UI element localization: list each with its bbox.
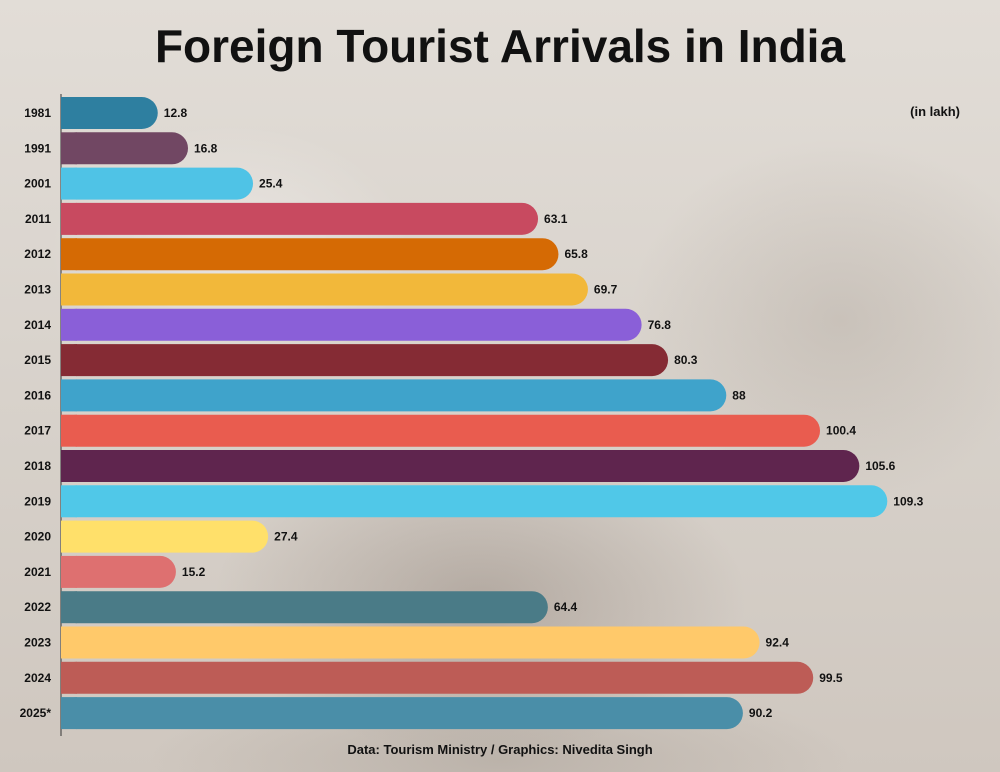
value-label: 12.8 xyxy=(164,106,188,120)
category-label: 2023 xyxy=(24,636,51,650)
bar-2021 xyxy=(61,555,176,588)
value-label: 100.4 xyxy=(826,424,856,438)
value-label: 65.8 xyxy=(564,247,588,261)
bar-base-2012 xyxy=(61,238,77,271)
value-label: 63.1 xyxy=(544,212,568,226)
source-credit: Data: Tourism Ministry / Graphics: Nived… xyxy=(347,742,653,757)
bar-base-2013 xyxy=(61,273,77,306)
category-label: 2024 xyxy=(24,671,51,685)
value-label: 69.7 xyxy=(594,283,618,297)
category-label: 2001 xyxy=(24,177,51,191)
value-label: 88 xyxy=(732,388,746,402)
bar-base-2011 xyxy=(61,202,77,235)
category-label: 2011 xyxy=(25,212,51,226)
bar-base-1981 xyxy=(61,97,77,129)
bar-base-2019 xyxy=(61,485,77,518)
category-label: 2012 xyxy=(24,247,51,261)
value-label: 105.6 xyxy=(865,459,895,473)
category-label: 2016 xyxy=(24,388,51,402)
bar-base-2001 xyxy=(61,167,77,200)
bar-base-2016 xyxy=(61,379,77,412)
category-label: 2022 xyxy=(24,600,51,614)
value-label: 25.4 xyxy=(259,177,283,191)
bar-base-2022 xyxy=(61,591,77,624)
bar-1981 xyxy=(61,97,158,129)
bar-2019 xyxy=(61,485,888,518)
bar-2014 xyxy=(61,308,642,341)
bar-base-2015 xyxy=(61,344,77,377)
bar-2017 xyxy=(61,414,821,447)
bar-base-2017 xyxy=(61,414,77,447)
value-label: 15.2 xyxy=(182,565,206,579)
bar-2020 xyxy=(61,520,269,553)
category-label: 2025* xyxy=(20,706,52,720)
bar-2001 xyxy=(61,167,254,200)
bar-2012 xyxy=(61,238,559,271)
value-label: 109.3 xyxy=(893,494,923,508)
bar-2011 xyxy=(61,202,539,235)
value-label: 64.4 xyxy=(554,600,578,614)
bar-2015 xyxy=(61,344,669,377)
bar-base-2024 xyxy=(61,661,77,694)
category-label: 2017 xyxy=(24,424,51,438)
bar-2016 xyxy=(61,379,727,412)
category-label: 2020 xyxy=(24,530,51,544)
bar-2018 xyxy=(61,450,860,482)
category-label: 2013 xyxy=(24,283,51,297)
bar-2025 xyxy=(61,697,743,730)
category-label: 1981 xyxy=(24,106,51,120)
bar-base-2025 xyxy=(61,697,77,730)
bar-base-2021 xyxy=(61,555,77,588)
bar-2023 xyxy=(61,626,760,659)
bar-2013 xyxy=(61,273,588,306)
bar-1991 xyxy=(61,132,189,165)
value-label: 99.5 xyxy=(819,671,843,685)
category-label: 1991 xyxy=(24,141,51,155)
unit-note: (in lakh) xyxy=(910,104,960,119)
bar-base-2014 xyxy=(61,308,77,341)
bar-2024 xyxy=(61,661,814,694)
value-label: 76.8 xyxy=(648,318,672,332)
value-label: 16.8 xyxy=(194,141,218,155)
category-label: 2015 xyxy=(24,353,51,367)
bar-base-2020 xyxy=(61,520,77,553)
category-label: 2021 xyxy=(24,565,51,579)
bar-base-2023 xyxy=(61,626,77,659)
bar-base-1991 xyxy=(61,132,77,165)
value-label: 80.3 xyxy=(674,353,698,367)
value-label: 92.4 xyxy=(766,636,790,650)
value-label: 27.4 xyxy=(274,530,298,544)
category-label: 2014 xyxy=(24,318,51,332)
chart-title: Foreign Tourist Arrivals in India xyxy=(154,20,846,72)
bar-base-2018 xyxy=(61,450,77,482)
value-label: 90.2 xyxy=(749,706,773,720)
bar-2022 xyxy=(61,591,548,624)
category-label: 2019 xyxy=(24,494,51,508)
category-label: 2018 xyxy=(24,459,51,473)
